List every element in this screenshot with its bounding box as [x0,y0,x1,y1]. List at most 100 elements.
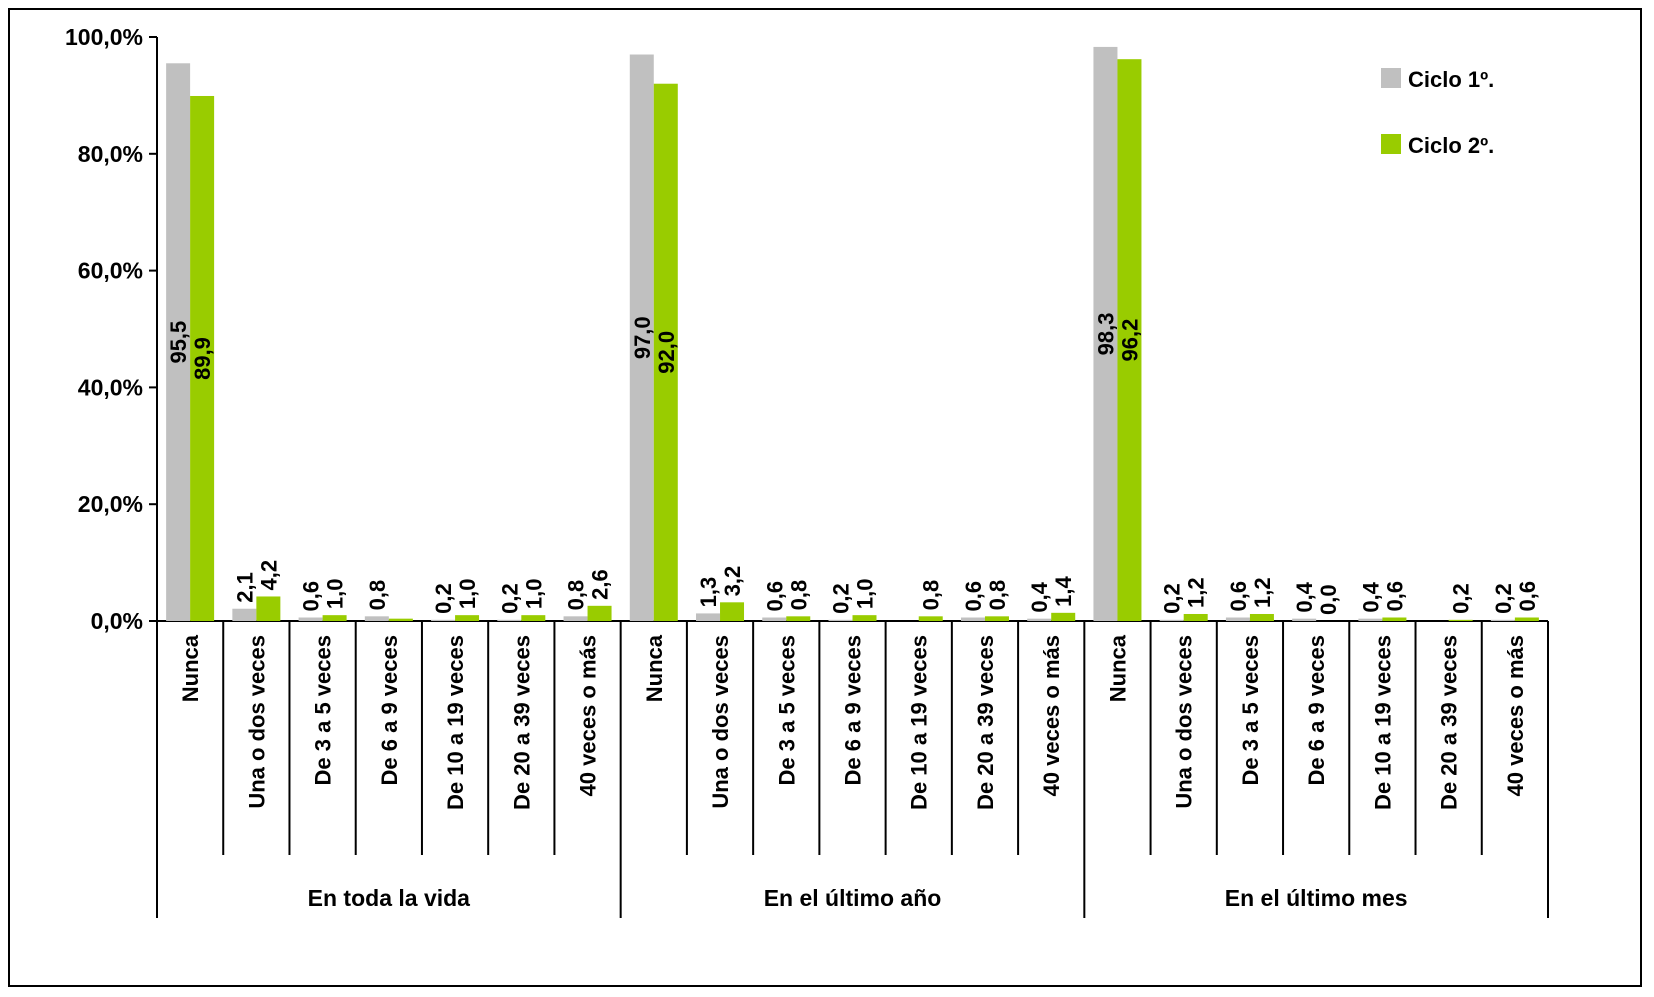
data-label-series-1: 0,2 [829,583,854,614]
data-label-series-1: 0,2 [497,583,522,614]
y-tick-label: 80,0% [78,141,143,167]
x-category-label: 40 veces o más [1503,635,1528,796]
x-category-label: De 3 a 5 veces [774,635,799,785]
bar-series-2 [1117,59,1142,621]
data-label-series-2: 0,8 [786,580,811,611]
bar-series-2 [1249,613,1274,621]
bar-series-2 [984,616,1009,621]
data-label-series-1: 98,3 [1093,313,1118,356]
bar-series-1 [1027,618,1052,621]
y-tick-label: 40,0% [78,374,143,400]
bar-series-2 [1051,612,1076,621]
data-label-series-2: 1,0 [323,579,348,610]
data-label-series-2: 96,2 [1117,319,1142,362]
x-category-label: De 10 a 19 veces [443,635,468,810]
x-category-label: Una o dos veces [244,635,269,809]
bar-series-1 [364,616,389,621]
x-category-label: De 10 a 19 veces [1370,635,1395,810]
data-label-series-2: 0,6 [1515,581,1540,612]
x-category-label: Nunca [178,634,203,702]
data-label-series-1: 0,4 [1358,581,1383,612]
data-label-series-1: 0,6 [762,581,787,612]
bar-series-1 [629,54,654,621]
data-label-series-2: 0,0 [1316,584,1341,615]
data-label-series-2: 2,6 [588,569,613,600]
x-category-label: 40 veces o más [576,635,601,796]
bar-series-2 [1514,617,1539,621]
data-label-series-1: 0,8 [365,580,390,611]
bar-series-2 [322,615,347,621]
data-label-series-2: 89,9 [190,337,215,380]
x-group-label: En el último año [764,885,942,911]
bar-series-1 [431,619,456,621]
bar-series-2 [190,95,215,621]
bar-series-2 [455,615,480,621]
bar-series-2 [1448,619,1473,621]
y-tick-label: 100,0% [65,24,143,50]
data-label-series-1: 0,4 [1027,581,1052,612]
x-category-label: De 3 a 5 veces [1238,635,1263,785]
legend-label-series-1: Ciclo 1º. [1408,67,1494,92]
x-category-label: De 6 a 9 veces [1304,635,1329,785]
data-label-series-2: 0,2 [1449,583,1474,614]
x-category-label: De 20 a 39 veces [973,635,998,810]
bar-series-2 [521,615,546,621]
data-label-series-2: 1,0 [521,579,546,610]
data-label-series-1: 97,0 [630,316,655,359]
bar-series-1 [1292,618,1317,621]
bar-series-2 [852,615,877,621]
data-label-series-2: 1,4 [1051,575,1076,606]
x-category-label: Nunca [642,634,667,702]
legend-swatch-series-2 [1381,134,1401,154]
data-label-series-1: 0,2 [1160,583,1185,614]
bar-series-1 [696,613,721,621]
bar-series-2 [786,616,811,621]
bar-series-2 [653,83,678,622]
x-category-label: De 6 a 9 veces [841,635,866,785]
data-label-series-1: 95,5 [166,321,191,364]
data-label-series-2: 1,0 [455,579,480,610]
bar-series-2 [1183,613,1208,621]
bar-series-1 [1358,618,1383,621]
bar-series-1 [1225,617,1250,621]
data-label-series-2: 0,6 [1382,581,1407,612]
x-category-label: Nunca [1105,634,1130,702]
bar-series-1 [1490,619,1515,621]
data-label-series-2: 0,8 [985,580,1010,611]
data-label-series-2: 1,2 [1184,577,1209,608]
data-label-series-1: 0,6 [1226,581,1251,612]
data-label-series-1: 1,3 [696,577,721,608]
data-label-series-1: 0,6 [299,581,324,612]
bar-series-2 [918,616,943,621]
y-tick-label: 0,0% [91,608,143,634]
bar-series-1 [828,619,853,621]
x-group-label: En toda la vida [308,885,471,911]
data-label-series-1: 0,2 [1491,583,1516,614]
bar-series-1 [298,617,323,621]
data-label-series-2: 92,0 [654,331,679,374]
bar-series-1 [563,616,588,621]
bar-series-2 [1382,617,1407,621]
x-group-label: En el último mes [1225,885,1408,911]
legend-label-series-2: Ciclo 2º. [1408,133,1494,158]
x-category-label: De 20 a 39 veces [509,635,534,810]
data-label-series-1: 0,4 [1292,581,1317,612]
data-label-series-2: 1,2 [1250,577,1275,608]
bar-series-1 [762,617,787,621]
bar-series-2 [587,605,612,621]
data-label-series-2: 1,0 [853,579,878,610]
legend-swatch-series-1 [1381,68,1401,88]
bar-series-2 [256,596,281,621]
bar-series-1 [1159,619,1184,621]
bar-series-1 [232,608,257,621]
bar-series-1 [1093,46,1118,622]
bar-series-2 [388,618,413,621]
data-label-series-1: 0,6 [961,581,986,612]
x-category-label: De 6 a 9 veces [377,635,402,785]
bar-series-2 [720,602,745,621]
chart-frame [8,8,1642,987]
bar-series-1 [166,63,191,621]
bar-series-1 [497,619,522,621]
y-tick-label: 20,0% [78,491,143,517]
